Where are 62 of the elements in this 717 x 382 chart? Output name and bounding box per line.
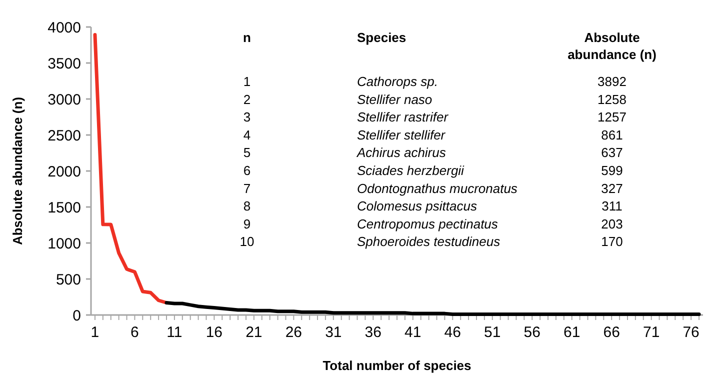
x-tick-label: 16 (206, 324, 223, 341)
annotation: 10 (240, 234, 254, 250)
x-axis-title: Total number of species (322, 358, 472, 373)
x-tick-label: 71 (642, 324, 660, 341)
x-tick-label: 46 (444, 324, 461, 341)
annotation: Stellifer stellifer (357, 127, 446, 142)
y-tick-label: 1500 (48, 199, 81, 216)
x-tick-label: 36 (364, 324, 382, 341)
y-tick-label: 2000 (48, 163, 81, 180)
annotation: Achirus achirus (356, 145, 446, 160)
annotation: 5 (243, 145, 251, 160)
annotation: Species (357, 30, 406, 45)
annotation: 203 (601, 216, 623, 232)
annotation: 599 (601, 163, 623, 178)
annotation: 3 (243, 110, 251, 125)
x-tick-label: 11 (166, 324, 182, 341)
x-tick-label: 56 (524, 324, 540, 341)
y-tick-label: 4000 (48, 19, 81, 36)
y-tick-label: 3000 (48, 91, 81, 108)
x-tick-label: 51 (484, 324, 501, 341)
annotation: 7 (243, 180, 251, 196)
y-tick-label: 2500 (48, 127, 81, 144)
x-tick-label: 1 (90, 324, 100, 341)
annotation: n (243, 30, 252, 45)
annotation: 637 (601, 145, 623, 160)
line-series (164, 301, 701, 316)
y-tick-label: 500 (56, 271, 81, 288)
annotation: Colomesus psittacus (357, 198, 478, 214)
annotation: 1257 (598, 110, 626, 125)
y-tick-label: 0 (72, 307, 81, 324)
annotation: Sphoeroides testudineus (357, 234, 501, 250)
annotation: 170 (601, 234, 623, 250)
x-tick-label: 61 (564, 324, 580, 341)
annotation: 311 (602, 198, 622, 214)
annotation: 4 (243, 127, 251, 142)
annotation: 1 (243, 74, 251, 89)
annotation: 9 (243, 216, 251, 232)
y-tick-label: 1000 (48, 235, 81, 252)
annotation: 3892 (598, 74, 626, 89)
x-tick-label: 41 (404, 324, 422, 341)
annotation: 6 (243, 163, 251, 178)
x-tick-label: 66 (603, 324, 620, 341)
annotation: Centropomus pectinatus (357, 216, 498, 232)
annotation: Odontognathus mucronatus (357, 180, 518, 196)
line-series (93, 33, 168, 305)
annotation: 861 (601, 127, 623, 142)
annotation: Stellifer naso (357, 92, 432, 107)
annotation: Stellifer rastrifer (357, 110, 449, 125)
x-tick-label: 21 (246, 324, 262, 341)
x-tick-label: 76 (682, 324, 700, 341)
annotation: 327 (601, 180, 623, 196)
x-tick-label: 26 (285, 324, 302, 341)
y-axis-title: Absolute abundance (n) (10, 96, 25, 246)
x-tick-label: 6 (130, 324, 139, 341)
x-tick-label: 31 (325, 324, 342, 341)
y-tick-label: 3500 (48, 55, 81, 72)
annotation: Absolute abundance (n) (568, 30, 656, 62)
annotation: Sciades herzbergii (357, 163, 466, 178)
annotation: 2 (243, 92, 251, 107)
annotation: Cathorops sp. (357, 74, 438, 89)
annotation: 8 (243, 198, 251, 214)
annotation: 1258 (598, 92, 626, 107)
